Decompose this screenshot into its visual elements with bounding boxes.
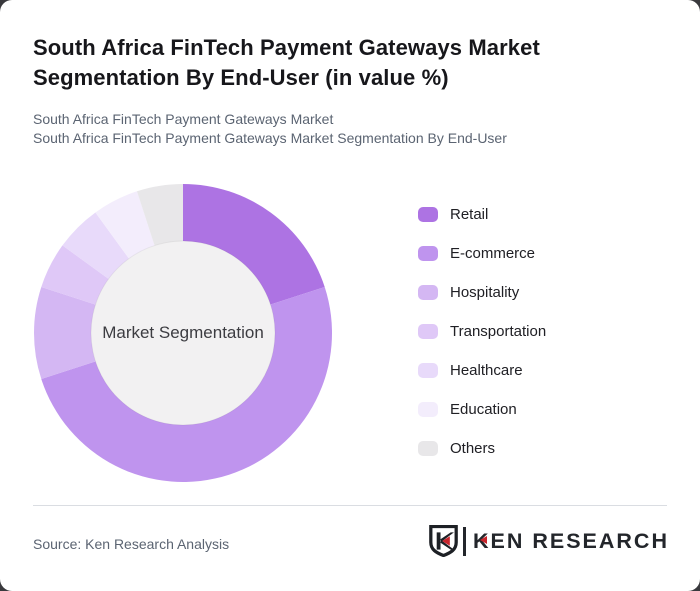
legend-label: Hospitality: [450, 283, 520, 301]
legend-swatch: [418, 284, 438, 300]
page-title: South Africa FinTech Payment Gateways Ma…: [33, 35, 540, 90]
legend-item-education: Education: [418, 400, 546, 418]
legend-item-healthcare: Healthcare: [418, 361, 546, 379]
logo-wordmark: KEN RESEARCH: [473, 529, 669, 554]
legend-item-retail: Retail: [418, 205, 546, 223]
ken-research-logo: KEN RESEARCH: [429, 524, 669, 558]
chart-subtitle-line2: South Africa FinTech Payment Gateways Ma…: [33, 130, 507, 146]
legend-swatch: [418, 362, 438, 378]
legend-label: Retail: [450, 205, 489, 223]
logo-separator: [463, 526, 466, 556]
legend-item-hospitality: Hospitality: [418, 283, 546, 301]
chart-subtitle-line1: South Africa FinTech Payment Gateways Ma…: [33, 111, 334, 127]
shield-red-triangle: [442, 536, 451, 546]
legend-swatch: [418, 245, 438, 261]
legend-label: Others: [450, 439, 496, 457]
legend-item-e-commerce: E-commerce: [418, 244, 546, 262]
footer-divider: [33, 505, 667, 506]
legend-label: Transportation: [450, 322, 547, 340]
logo-wordmark-text: KEN RESEARCH: [472, 528, 669, 553]
donut-chart-svg: [34, 184, 333, 483]
legend-item-transportation: Transportation: [418, 322, 547, 340]
donut-hole: [90, 240, 276, 426]
legend-swatch: [418, 401, 438, 417]
donut-center-label: Market Segmentation: [102, 323, 264, 342]
chart-legend: Retail E-commerce Hospitality Transportatio…: [418, 205, 547, 457]
legend-swatch: [418, 440, 438, 456]
legend-label: Healthcare: [450, 361, 523, 379]
source-note: Source: Ken Research Analysis: [33, 536, 230, 552]
donut-chart: Market Segmentation: [33, 183, 333, 483]
legend-label: E-commerce: [450, 244, 536, 262]
legend-item-others: Others: [418, 439, 546, 457]
legend-swatch: [418, 323, 438, 339]
ken-research-shield-icon: [429, 525, 459, 557]
legend-label: Education: [450, 400, 517, 418]
legend-swatch: [418, 206, 438, 222]
logo-k-red-triangle-icon: [479, 535, 487, 544]
